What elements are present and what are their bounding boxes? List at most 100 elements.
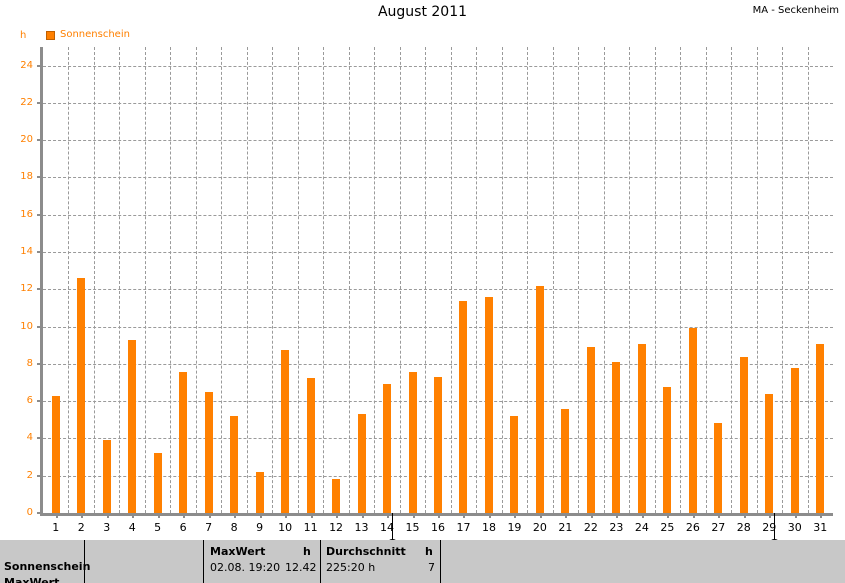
x-axis-tick-mark bbox=[565, 513, 568, 518]
gridline-horizontal bbox=[43, 102, 833, 104]
x-axis-tick-label-1: 1 bbox=[52, 521, 60, 534]
x-axis-tick-mark bbox=[259, 513, 262, 518]
bar-day-22 bbox=[586, 347, 595, 513]
y-axis-tick-label: 4 bbox=[26, 432, 33, 444]
x-axis-tick-mark bbox=[590, 513, 593, 518]
gridline-vertical bbox=[425, 47, 427, 513]
legend-label-sonnenschein: Sonnenschein bbox=[60, 29, 130, 40]
gridline-vertical bbox=[68, 47, 70, 513]
legend-swatch-sonnenschein bbox=[46, 30, 55, 40]
gridline-vertical bbox=[705, 47, 707, 513]
x-axis-tick-label-9: 9 bbox=[256, 521, 264, 534]
x-axis-tick-label-31: 31 bbox=[813, 521, 828, 534]
x-axis-tick-mark bbox=[641, 513, 644, 518]
y-axis-tick-label: 14 bbox=[20, 246, 33, 258]
x-axis-tick-label-25: 25 bbox=[660, 521, 675, 534]
gridline-vertical bbox=[807, 47, 809, 513]
gridline-vertical bbox=[629, 47, 631, 513]
x-axis-tick-label-11: 11 bbox=[303, 521, 318, 534]
bar-day-26 bbox=[688, 327, 697, 513]
gridline-vertical bbox=[756, 47, 758, 513]
x-axis-tick-mark bbox=[743, 513, 746, 518]
y-axis-tick-label: 0 bbox=[26, 507, 33, 518]
x-axis-tick-label-29: 29 bbox=[762, 521, 777, 534]
gridline-vertical bbox=[221, 47, 223, 513]
x-axis-tick-label-13: 13 bbox=[354, 521, 369, 534]
y-axis-tick-label: 22 bbox=[20, 96, 33, 108]
x-axis-tick-mark bbox=[514, 513, 517, 518]
bar-day-18 bbox=[484, 296, 493, 513]
x-axis-tick-label-23: 23 bbox=[609, 521, 624, 534]
x-axis-tick-label-14: 14 bbox=[380, 521, 395, 534]
table-divider-4 bbox=[440, 540, 441, 583]
x-axis-tick-mark bbox=[794, 513, 797, 518]
x-axis-tick-label-30: 30 bbox=[787, 521, 802, 534]
y-axis-tick-mark bbox=[37, 251, 43, 254]
bar-day-8 bbox=[230, 416, 239, 513]
gridline-vertical bbox=[272, 47, 274, 513]
bar-day-21 bbox=[561, 408, 570, 513]
stats-durchschnitt-total: 225:20 h bbox=[326, 561, 376, 574]
stats-maxwert-value: 12.42 bbox=[285, 561, 317, 574]
x-axis-tick-label-4: 4 bbox=[128, 521, 136, 534]
gridline-vertical bbox=[476, 47, 478, 513]
y-axis-tick-mark bbox=[37, 325, 43, 328]
x-axis-tick-mark bbox=[463, 513, 466, 518]
gridline-horizontal bbox=[43, 177, 833, 179]
stats-maxwert-unit-header: h bbox=[303, 545, 311, 558]
gridline-vertical bbox=[450, 47, 452, 513]
stats-row-label: Sonnenschein bbox=[4, 560, 91, 573]
gridline-vertical bbox=[119, 47, 121, 513]
chart-plot-wrapper: 0 2 4 6 8 10 12 14 16 18 20 22 24 1 2 3 4 5 6 7 8 9 10 11 12 13 14… bbox=[20, 47, 833, 550]
x-axis-tick-label-7: 7 bbox=[205, 521, 213, 534]
x-axis-tick-mark bbox=[387, 513, 390, 518]
y-axis-tick-label: 12 bbox=[20, 283, 33, 295]
x-axis-tick-mark bbox=[692, 513, 695, 518]
x-axis-tick-mark bbox=[157, 513, 160, 518]
gridline-horizontal bbox=[43, 65, 833, 67]
x-axis-tick-mark bbox=[132, 513, 135, 518]
y-axis-tick-label: 10 bbox=[20, 320, 33, 332]
y-axis-tick-mark bbox=[37, 400, 43, 403]
x-axis-tick-label-26: 26 bbox=[685, 521, 700, 534]
x-axis-tick-label-12: 12 bbox=[329, 521, 344, 534]
x-axis-tick-mark bbox=[285, 513, 288, 518]
gridline-horizontal bbox=[43, 363, 833, 365]
y-axis-tick-label: 16 bbox=[20, 208, 33, 220]
y-axis-unit-label: h bbox=[20, 30, 27, 41]
x-axis-tick-mark bbox=[361, 513, 364, 518]
x-axis-tick-label-19: 19 bbox=[507, 521, 522, 534]
gridline-vertical bbox=[654, 47, 656, 513]
gridline-vertical bbox=[246, 47, 248, 513]
gridline-vertical bbox=[144, 47, 146, 513]
gridline-vertical bbox=[93, 47, 95, 513]
gridline-vertical bbox=[731, 47, 733, 513]
gridline-vertical bbox=[578, 47, 580, 513]
bar-day-27 bbox=[714, 422, 723, 513]
gridline-vertical bbox=[680, 47, 682, 513]
bar-day-4 bbox=[128, 339, 137, 513]
y-axis-tick-label: 18 bbox=[20, 171, 33, 183]
bar-day-13 bbox=[357, 414, 366, 513]
y-axis-tick-label: 2 bbox=[26, 469, 33, 481]
bar-day-31 bbox=[816, 344, 825, 513]
gridline-vertical bbox=[603, 47, 605, 513]
x-axis-tick-label-17: 17 bbox=[456, 521, 471, 534]
x-axis-tick-label-27: 27 bbox=[711, 521, 726, 534]
gridline-vertical bbox=[501, 47, 503, 513]
bar-day-10 bbox=[281, 349, 290, 513]
x-axis-tick-mark bbox=[106, 513, 109, 518]
bar-day-3 bbox=[102, 440, 111, 513]
gridline-horizontal bbox=[43, 289, 833, 291]
x-axis-tick-mark bbox=[667, 513, 670, 518]
gridline-vertical bbox=[527, 47, 529, 513]
stats-durchschnitt-header: Durchschnitt bbox=[326, 545, 406, 558]
x-axis-tick-label-18: 18 bbox=[481, 521, 496, 534]
gridline-horizontal bbox=[43, 214, 833, 216]
bar-day-11 bbox=[306, 377, 315, 513]
stats-maxwert-header: MaxWert bbox=[210, 545, 266, 558]
gridline-horizontal bbox=[43, 252, 833, 254]
gridline-vertical bbox=[348, 47, 350, 513]
x-axis-tick-label-21: 21 bbox=[558, 521, 573, 534]
bar-day-5 bbox=[153, 453, 162, 513]
